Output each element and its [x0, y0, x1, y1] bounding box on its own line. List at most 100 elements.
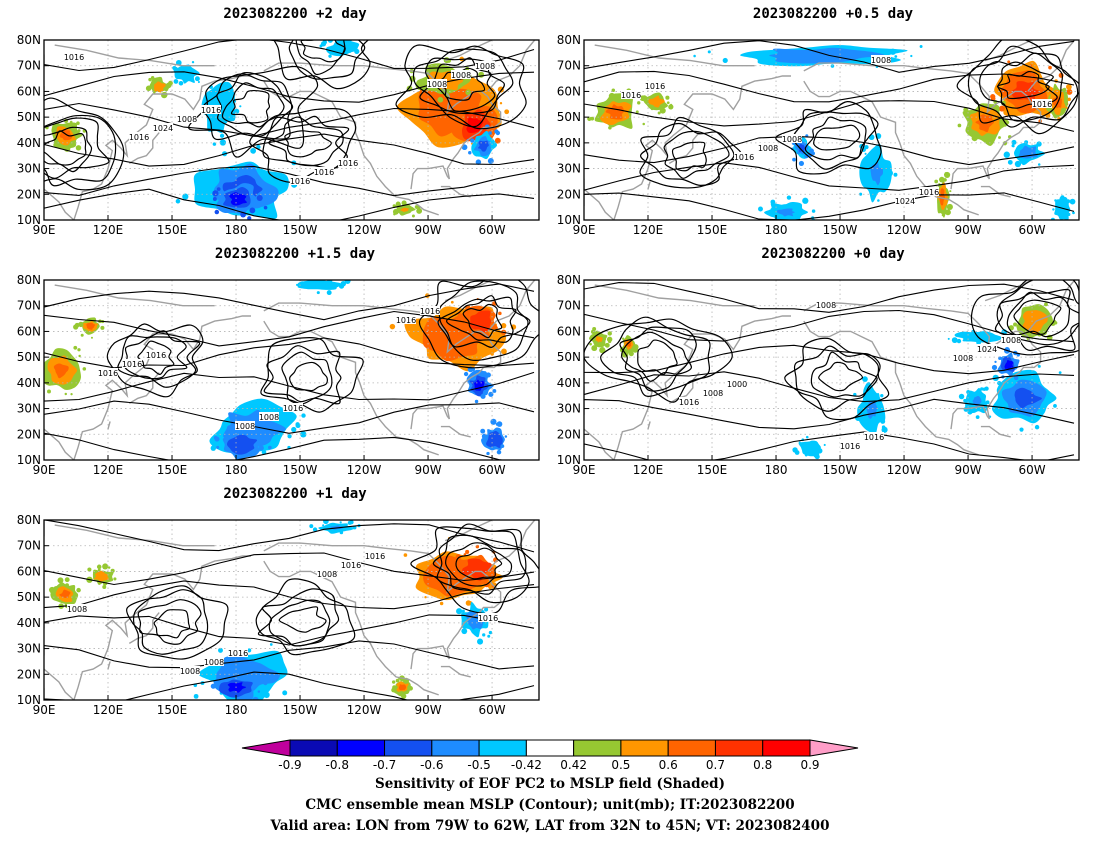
contour-label: 1016 [396, 316, 416, 325]
sensitivity-speckle [254, 431, 260, 437]
map-frame [583, 39, 1080, 221]
sensitivity-speckle [401, 200, 407, 206]
isobar-contour [255, 578, 356, 656]
sensitivity-speckle [150, 76, 155, 80]
panel-title: 2023082200 +0 day [761, 246, 905, 262]
isobar-contour [257, 588, 340, 647]
contour-label: 1016 [734, 153, 754, 162]
sensitivity-speckle [193, 693, 199, 699]
sensitivity-speckle [478, 71, 485, 78]
sensitivity-speckle [474, 399, 479, 404]
sensitivity-speckle [1059, 196, 1065, 202]
lat-tick-label: 10N [17, 693, 41, 707]
sensitivity-speckle [487, 157, 494, 164]
lon-tick-label: 60W [478, 703, 505, 717]
isobar-contour [295, 40, 346, 76]
sensitivity-speckle [1072, 211, 1075, 215]
lon-tick-label: 90E [33, 463, 56, 477]
contour-label: 1008 [953, 354, 973, 363]
isobar-contour [970, 280, 1079, 356]
contour-label-background [451, 70, 471, 79]
lon-tick-label: 180 [225, 703, 248, 717]
sensitivity-speckle [809, 148, 814, 154]
colorbar-box [336, 739, 386, 757]
sensitivity-speckle [946, 203, 953, 211]
sensitivity-speckle [650, 107, 654, 111]
lat-tick-label: 50N [17, 350, 41, 364]
contour-label-background [977, 344, 997, 353]
sensitivity-speckle [939, 176, 945, 183]
sensitivity-speckle [326, 290, 332, 296]
contour-label: 1016 [1032, 100, 1052, 109]
sensitivity-speckle [347, 520, 352, 525]
isobar-contour [584, 398, 1075, 430]
sensitivity-speckle [90, 336, 93, 339]
contour-label-background [816, 300, 836, 309]
sensitivity-speckle [218, 647, 223, 653]
sensitivity-speckle [216, 445, 220, 449]
caption-line-2: CMC ensemble mean MSLP (Contour); unit(m… [305, 797, 795, 813]
colorbar-min-arrow [241, 739, 291, 757]
sensitivity-speckle [635, 110, 639, 114]
sensitivity-speckle [256, 195, 263, 202]
contour-label-background [475, 61, 495, 70]
isobar-contour [637, 339, 678, 376]
sensitivity-speckle [1014, 160, 1022, 168]
isobar-contour [44, 400, 535, 434]
lat-tick-label: 20N [17, 187, 41, 201]
lat-tick-label: 70N [17, 59, 41, 73]
lat-tick-label: 60N [557, 324, 581, 338]
contour-label: 1016 [341, 561, 361, 570]
contour-label: 1016 [338, 159, 358, 168]
sensitivity-speckle [73, 324, 79, 330]
sensitivity-speckle [813, 451, 820, 458]
sensitivity-speckle [437, 96, 444, 103]
sensitivity-speckle [880, 393, 884, 398]
sensitivity-speckle [458, 560, 462, 564]
coastline [44, 75, 251, 220]
colorbar-label: -0.8 [326, 758, 349, 772]
sensitivity-speckle [212, 190, 219, 197]
coastline [44, 555, 251, 700]
sensitivity-speckle [226, 425, 233, 432]
lat-tick-label: 10N [557, 213, 581, 227]
colorbar-box [431, 739, 480, 757]
contour-label-background [1032, 99, 1052, 108]
isobar-contour [44, 580, 535, 610]
contour-label: 1016 [919, 188, 939, 197]
sensitivity-speckle [1011, 139, 1017, 145]
sensitivity-speckle [339, 521, 342, 524]
sensitivity-speckle [240, 696, 245, 700]
map-content: 1016 1016 1008 1008 1016 1016 1008 1008 [44, 520, 539, 700]
contour-label: 1016 [201, 106, 221, 115]
sensitivity-speckle [971, 135, 978, 142]
lat-tick-label: 80N [17, 33, 41, 47]
contour-label: 1016 [146, 351, 166, 360]
sensitivity-speckle [661, 108, 665, 112]
sensitivity-speckle [328, 54, 332, 58]
contour-label: 1016 [228, 649, 248, 658]
sensitivity-speckle [496, 449, 502, 455]
sensitivity-speckle [1067, 97, 1071, 102]
sensitivity-speckle [296, 283, 299, 286]
colorbar-box [478, 739, 527, 757]
sensitivity-speckle [994, 360, 997, 364]
contour-label: 1008 [703, 389, 723, 398]
contour-label-background [679, 397, 699, 406]
map-frame [583, 279, 1080, 461]
sensitivity-speckle [461, 609, 465, 613]
contour-label: 1016 [290, 177, 310, 186]
sensitivity-speckle [1011, 144, 1015, 148]
isobar-contour [137, 340, 175, 375]
contour-label-background [365, 551, 385, 560]
sensitivity-speckle [75, 145, 82, 151]
isobar-contour [44, 117, 110, 179]
sensitivity-speckle [441, 138, 445, 143]
colorbar-label: -0.9 [278, 758, 301, 772]
sensitivity-speckle [97, 568, 101, 572]
sensitivity-speckle [894, 55, 898, 58]
sensitivity-speckle [210, 445, 217, 451]
sensitivity-speckle [457, 313, 463, 318]
lon-tick-label: 120E [633, 223, 664, 237]
sensitivity-speckle [65, 583, 69, 588]
